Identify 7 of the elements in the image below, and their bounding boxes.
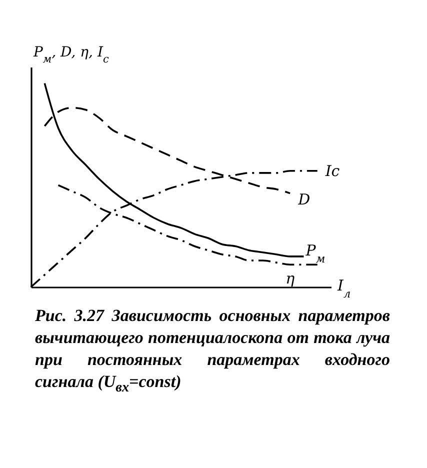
series-label: η: [286, 270, 295, 288]
x-axis-title: I$_{л}$: [336, 276, 351, 300]
y-axis-title: P$_{м}$, D, η, I$_{c}$: [32, 44, 109, 66]
series-label: D: [297, 190, 310, 208]
series-label: Ic: [324, 162, 340, 180]
series-label: P$_{м}$: [304, 241, 326, 265]
text: Рис. 3.27 Зависимость основных параметров вычитающего потенциалоскопа от тока луча при постоянных параметрах входного сигнала (U$_{вх}$=const): [35, 305, 390, 398]
